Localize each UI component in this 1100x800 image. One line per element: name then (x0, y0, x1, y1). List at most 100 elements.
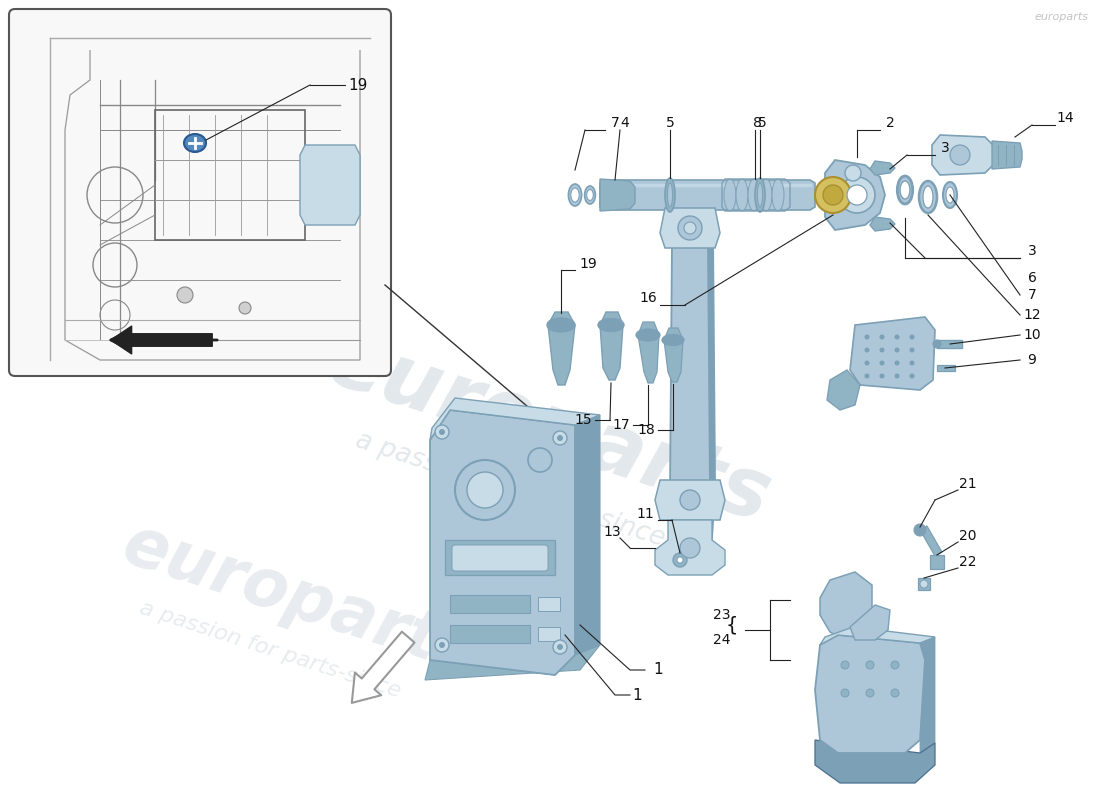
Polygon shape (654, 480, 725, 520)
Circle shape (880, 334, 884, 339)
Circle shape (678, 216, 702, 240)
Ellipse shape (923, 186, 933, 208)
Text: 7: 7 (1027, 288, 1036, 302)
Ellipse shape (755, 178, 764, 212)
Circle shape (847, 185, 867, 205)
Circle shape (684, 222, 696, 234)
Ellipse shape (571, 188, 580, 202)
Polygon shape (670, 213, 710, 570)
Circle shape (434, 638, 449, 652)
Text: 1: 1 (632, 687, 641, 702)
Ellipse shape (918, 181, 937, 213)
Bar (937, 365, 955, 371)
Text: europarts: europarts (114, 512, 485, 688)
Circle shape (865, 374, 869, 378)
Text: 11: 11 (636, 507, 653, 521)
Polygon shape (698, 213, 716, 570)
Circle shape (839, 177, 875, 213)
Text: a passion for parts-since: a passion for parts-since (352, 427, 668, 553)
Ellipse shape (668, 183, 672, 207)
Circle shape (910, 347, 914, 353)
Circle shape (845, 165, 861, 181)
Circle shape (950, 145, 970, 165)
Polygon shape (430, 410, 575, 675)
Circle shape (676, 557, 683, 563)
Text: 12: 12 (1023, 308, 1041, 322)
Polygon shape (425, 645, 600, 680)
Bar (937, 340, 962, 348)
Text: 6: 6 (1027, 271, 1036, 285)
Bar (155, 110, 305, 240)
Circle shape (910, 361, 914, 366)
Text: 18: 18 (637, 423, 654, 437)
Circle shape (866, 661, 874, 669)
Ellipse shape (586, 190, 593, 201)
Circle shape (439, 642, 446, 648)
Ellipse shape (666, 178, 675, 212)
Circle shape (680, 538, 700, 558)
Text: europarts: europarts (318, 320, 782, 540)
Circle shape (894, 334, 900, 339)
Circle shape (866, 689, 874, 697)
Bar (450, 595, 530, 613)
Polygon shape (850, 605, 890, 640)
Polygon shape (600, 180, 815, 210)
Ellipse shape (547, 318, 575, 332)
Circle shape (557, 644, 563, 650)
Text: 1: 1 (653, 662, 663, 678)
Ellipse shape (569, 184, 582, 206)
Ellipse shape (598, 318, 624, 331)
Bar (920, 526, 942, 556)
Bar (930, 555, 944, 569)
Text: 9: 9 (1027, 353, 1036, 367)
Bar (918, 578, 930, 590)
Ellipse shape (933, 340, 940, 348)
Circle shape (914, 524, 926, 536)
Polygon shape (600, 179, 635, 211)
Polygon shape (870, 217, 895, 231)
Circle shape (177, 287, 192, 303)
Polygon shape (815, 635, 925, 753)
Circle shape (557, 435, 563, 441)
Text: 22: 22 (959, 555, 977, 569)
Circle shape (468, 472, 503, 508)
Text: 8: 8 (752, 116, 761, 130)
Polygon shape (992, 141, 1022, 169)
Circle shape (920, 580, 928, 588)
Ellipse shape (772, 179, 784, 211)
Polygon shape (932, 135, 996, 175)
Ellipse shape (662, 334, 684, 346)
Ellipse shape (584, 186, 595, 204)
Circle shape (842, 689, 849, 697)
Circle shape (910, 374, 914, 378)
Circle shape (823, 185, 843, 205)
Text: 5: 5 (666, 116, 674, 130)
Circle shape (680, 490, 700, 510)
Circle shape (891, 661, 899, 669)
Text: {: { (726, 615, 738, 634)
Polygon shape (850, 317, 935, 390)
Circle shape (815, 177, 851, 213)
Text: 17: 17 (613, 418, 630, 432)
FancyArrowPatch shape (111, 326, 212, 354)
Polygon shape (638, 322, 659, 383)
Ellipse shape (736, 179, 748, 211)
Polygon shape (920, 637, 935, 753)
Text: 20: 20 (959, 529, 977, 543)
Polygon shape (654, 520, 725, 575)
Text: 4: 4 (620, 116, 629, 130)
Text: 2: 2 (886, 116, 894, 130)
Polygon shape (870, 161, 895, 175)
Polygon shape (300, 145, 360, 225)
Circle shape (239, 302, 251, 314)
Circle shape (553, 431, 566, 445)
Ellipse shape (943, 182, 957, 208)
Polygon shape (660, 208, 720, 248)
Polygon shape (827, 370, 860, 410)
Ellipse shape (636, 329, 660, 341)
Polygon shape (575, 415, 600, 655)
Polygon shape (548, 312, 575, 385)
Circle shape (894, 347, 900, 353)
FancyBboxPatch shape (452, 545, 548, 571)
Ellipse shape (748, 179, 760, 211)
